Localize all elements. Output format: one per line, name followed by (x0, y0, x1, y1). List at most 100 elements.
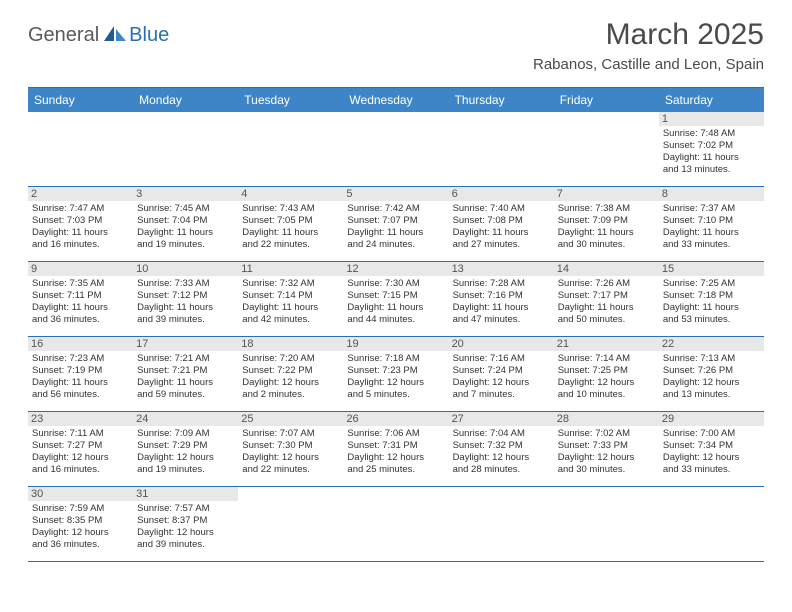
day-number: 7 (554, 187, 659, 201)
day-cell: 10Sunrise: 7:33 AMSunset: 7:12 PMDayligh… (133, 262, 238, 336)
info-sunset: Sunset: 7:30 PM (242, 440, 339, 452)
info-sunrise: Sunrise: 7:40 AM (453, 203, 550, 215)
info-day2: and 50 minutes. (558, 314, 655, 326)
day-number: 18 (238, 337, 343, 351)
info-sunset: Sunset: 7:10 PM (663, 215, 760, 227)
info-sunset: Sunset: 8:35 PM (32, 515, 129, 527)
day-cell: 9Sunrise: 7:35 AMSunset: 7:11 PMDaylight… (28, 262, 133, 336)
info-sunset: Sunset: 7:34 PM (663, 440, 760, 452)
day-info: Sunrise: 7:26 AMSunset: 7:17 PMDaylight:… (558, 278, 655, 326)
empty-cell (343, 487, 448, 561)
info-day2: and 53 minutes. (663, 314, 760, 326)
info-sunrise: Sunrise: 7:16 AM (453, 353, 550, 365)
empty-cell (238, 487, 343, 561)
day-info: Sunrise: 7:00 AMSunset: 7:34 PMDaylight:… (663, 428, 760, 476)
info-sunset: Sunset: 7:14 PM (242, 290, 339, 302)
info-day1: Daylight: 12 hours (347, 377, 444, 389)
day-number: 5 (343, 187, 448, 201)
day-cell: 16Sunrise: 7:23 AMSunset: 7:19 PMDayligh… (28, 337, 133, 411)
info-sunrise: Sunrise: 7:48 AM (663, 128, 760, 140)
info-day2: and 33 minutes. (663, 239, 760, 251)
info-day1: Daylight: 12 hours (137, 452, 234, 464)
day-info: Sunrise: 7:47 AMSunset: 7:03 PMDaylight:… (32, 203, 129, 251)
day-number: 14 (554, 262, 659, 276)
empty-cell (449, 112, 554, 186)
info-day2: and 25 minutes. (347, 464, 444, 476)
day-header-monday: Monday (133, 88, 238, 112)
info-day1: Daylight: 11 hours (347, 227, 444, 239)
day-info: Sunrise: 7:21 AMSunset: 7:21 PMDaylight:… (137, 353, 234, 401)
info-day2: and 36 minutes. (32, 314, 129, 326)
day-number: 3 (133, 187, 238, 201)
info-day1: Daylight: 11 hours (453, 302, 550, 314)
info-day2: and 5 minutes. (347, 389, 444, 401)
info-day2: and 24 minutes. (347, 239, 444, 251)
empty-cell (28, 112, 133, 186)
day-cell: 15Sunrise: 7:25 AMSunset: 7:18 PMDayligh… (659, 262, 764, 336)
info-day1: Daylight: 11 hours (32, 302, 129, 314)
day-cell: 31Sunrise: 7:57 AMSunset: 8:37 PMDayligh… (133, 487, 238, 561)
info-sunrise: Sunrise: 7:33 AM (137, 278, 234, 290)
day-cell: 11 Sunrise: 7:32 AMSunset: 7:14 PMDayligh… (238, 262, 343, 336)
week-row: 16Sunrise: 7:23 AMSunset: 7:19 PMDayligh… (28, 337, 764, 412)
info-day1: Daylight: 11 hours (663, 227, 760, 239)
info-day1: Daylight: 11 hours (663, 152, 760, 164)
day-cell: 1Sunrise: 7:48 AMSunset: 7:02 PMDaylight… (659, 112, 764, 186)
day-number: 15 (659, 262, 764, 276)
info-day1: Daylight: 12 hours (558, 377, 655, 389)
week-row: 1Sunrise: 7:48 AMSunset: 7:02 PMDaylight… (28, 112, 764, 187)
day-info: Sunrise: 7:40 AMSunset: 7:08 PMDaylight:… (453, 203, 550, 251)
info-sunrise: Sunrise: 7:02 AM (558, 428, 655, 440)
day-info: Sunrise: 7:11 AMSunset: 7:27 PMDaylight:… (32, 428, 129, 476)
logo-text-general: General (28, 24, 99, 47)
day-cell: 12Sunrise: 7:30 AMSunset: 7:15 PMDayligh… (343, 262, 448, 336)
day-number: 11 (238, 262, 343, 276)
info-day2: and 39 minutes. (137, 314, 234, 326)
info-sunset: Sunset: 7:15 PM (347, 290, 444, 302)
empty-cell (133, 112, 238, 186)
info-sunrise: Sunrise: 7:35 AM (32, 278, 129, 290)
info-sunrise: Sunrise: 7:37 AM (663, 203, 760, 215)
day-number: 25 (238, 412, 343, 426)
day-number: 24 (133, 412, 238, 426)
title-block: March 2025 Rabanos, Castille and Leon, S… (533, 18, 764, 73)
day-header-sunday: Sunday (28, 88, 133, 112)
day-cell: 28Sunrise: 7:02 AMSunset: 7:33 PMDayligh… (554, 412, 659, 486)
info-day1: Daylight: 11 hours (663, 302, 760, 314)
day-number: 16 (28, 337, 133, 351)
info-sunrise: Sunrise: 7:04 AM (453, 428, 550, 440)
info-day1: Daylight: 11 hours (137, 377, 234, 389)
info-day2: and 13 minutes. (663, 389, 760, 401)
info-sunset: Sunset: 7:03 PM (32, 215, 129, 227)
empty-cell (554, 487, 659, 561)
day-info: Sunrise: 7:38 AMSunset: 7:09 PMDaylight:… (558, 203, 655, 251)
info-day2: and 27 minutes. (453, 239, 550, 251)
info-day1: Daylight: 11 hours (32, 227, 129, 239)
day-number: 30 (28, 487, 133, 501)
day-cell: 7 Sunrise: 7:38 AMSunset: 7:09 PMDaylight… (554, 187, 659, 261)
day-cell: 14 Sunrise: 7:26 AMSunset: 7:17 PMDayligh… (554, 262, 659, 336)
day-info: Sunrise: 7:32 AMSunset: 7:14 PMDaylight:… (242, 278, 339, 326)
logo-sail-icon (104, 24, 126, 47)
day-cell: 19Sunrise: 7:18 AMSunset: 7:23 PMDayligh… (343, 337, 448, 411)
location-text: Rabanos, Castille and Leon, Spain (533, 56, 764, 73)
info-sunrise: Sunrise: 7:25 AM (663, 278, 760, 290)
info-sunset: Sunset: 7:24 PM (453, 365, 550, 377)
day-header-row: SundayMondayTuesdayWednesdayThursdayFrid… (28, 88, 764, 112)
day-info: Sunrise: 7:20 AMSunset: 7:22 PMDaylight:… (242, 353, 339, 401)
info-sunrise: Sunrise: 7:06 AM (347, 428, 444, 440)
info-sunset: Sunset: 7:31 PM (347, 440, 444, 452)
day-number: 29 (659, 412, 764, 426)
info-day1: Daylight: 11 hours (453, 227, 550, 239)
info-sunset: Sunset: 7:19 PM (32, 365, 129, 377)
day-info: Sunrise: 7:42 AMSunset: 7:07 PMDaylight:… (347, 203, 444, 251)
day-info: Sunrise: 7:13 AMSunset: 7:26 PMDaylight:… (663, 353, 760, 401)
info-sunset: Sunset: 7:02 PM (663, 140, 760, 152)
day-info: Sunrise: 7:14 AMSunset: 7:25 PMDaylight:… (558, 353, 655, 401)
info-day1: Daylight: 11 hours (137, 227, 234, 239)
info-sunset: Sunset: 7:23 PM (347, 365, 444, 377)
info-day1: Daylight: 12 hours (453, 452, 550, 464)
info-day1: Daylight: 11 hours (32, 377, 129, 389)
day-info: Sunrise: 7:33 AMSunset: 7:12 PMDaylight:… (137, 278, 234, 326)
info-sunrise: Sunrise: 7:26 AM (558, 278, 655, 290)
